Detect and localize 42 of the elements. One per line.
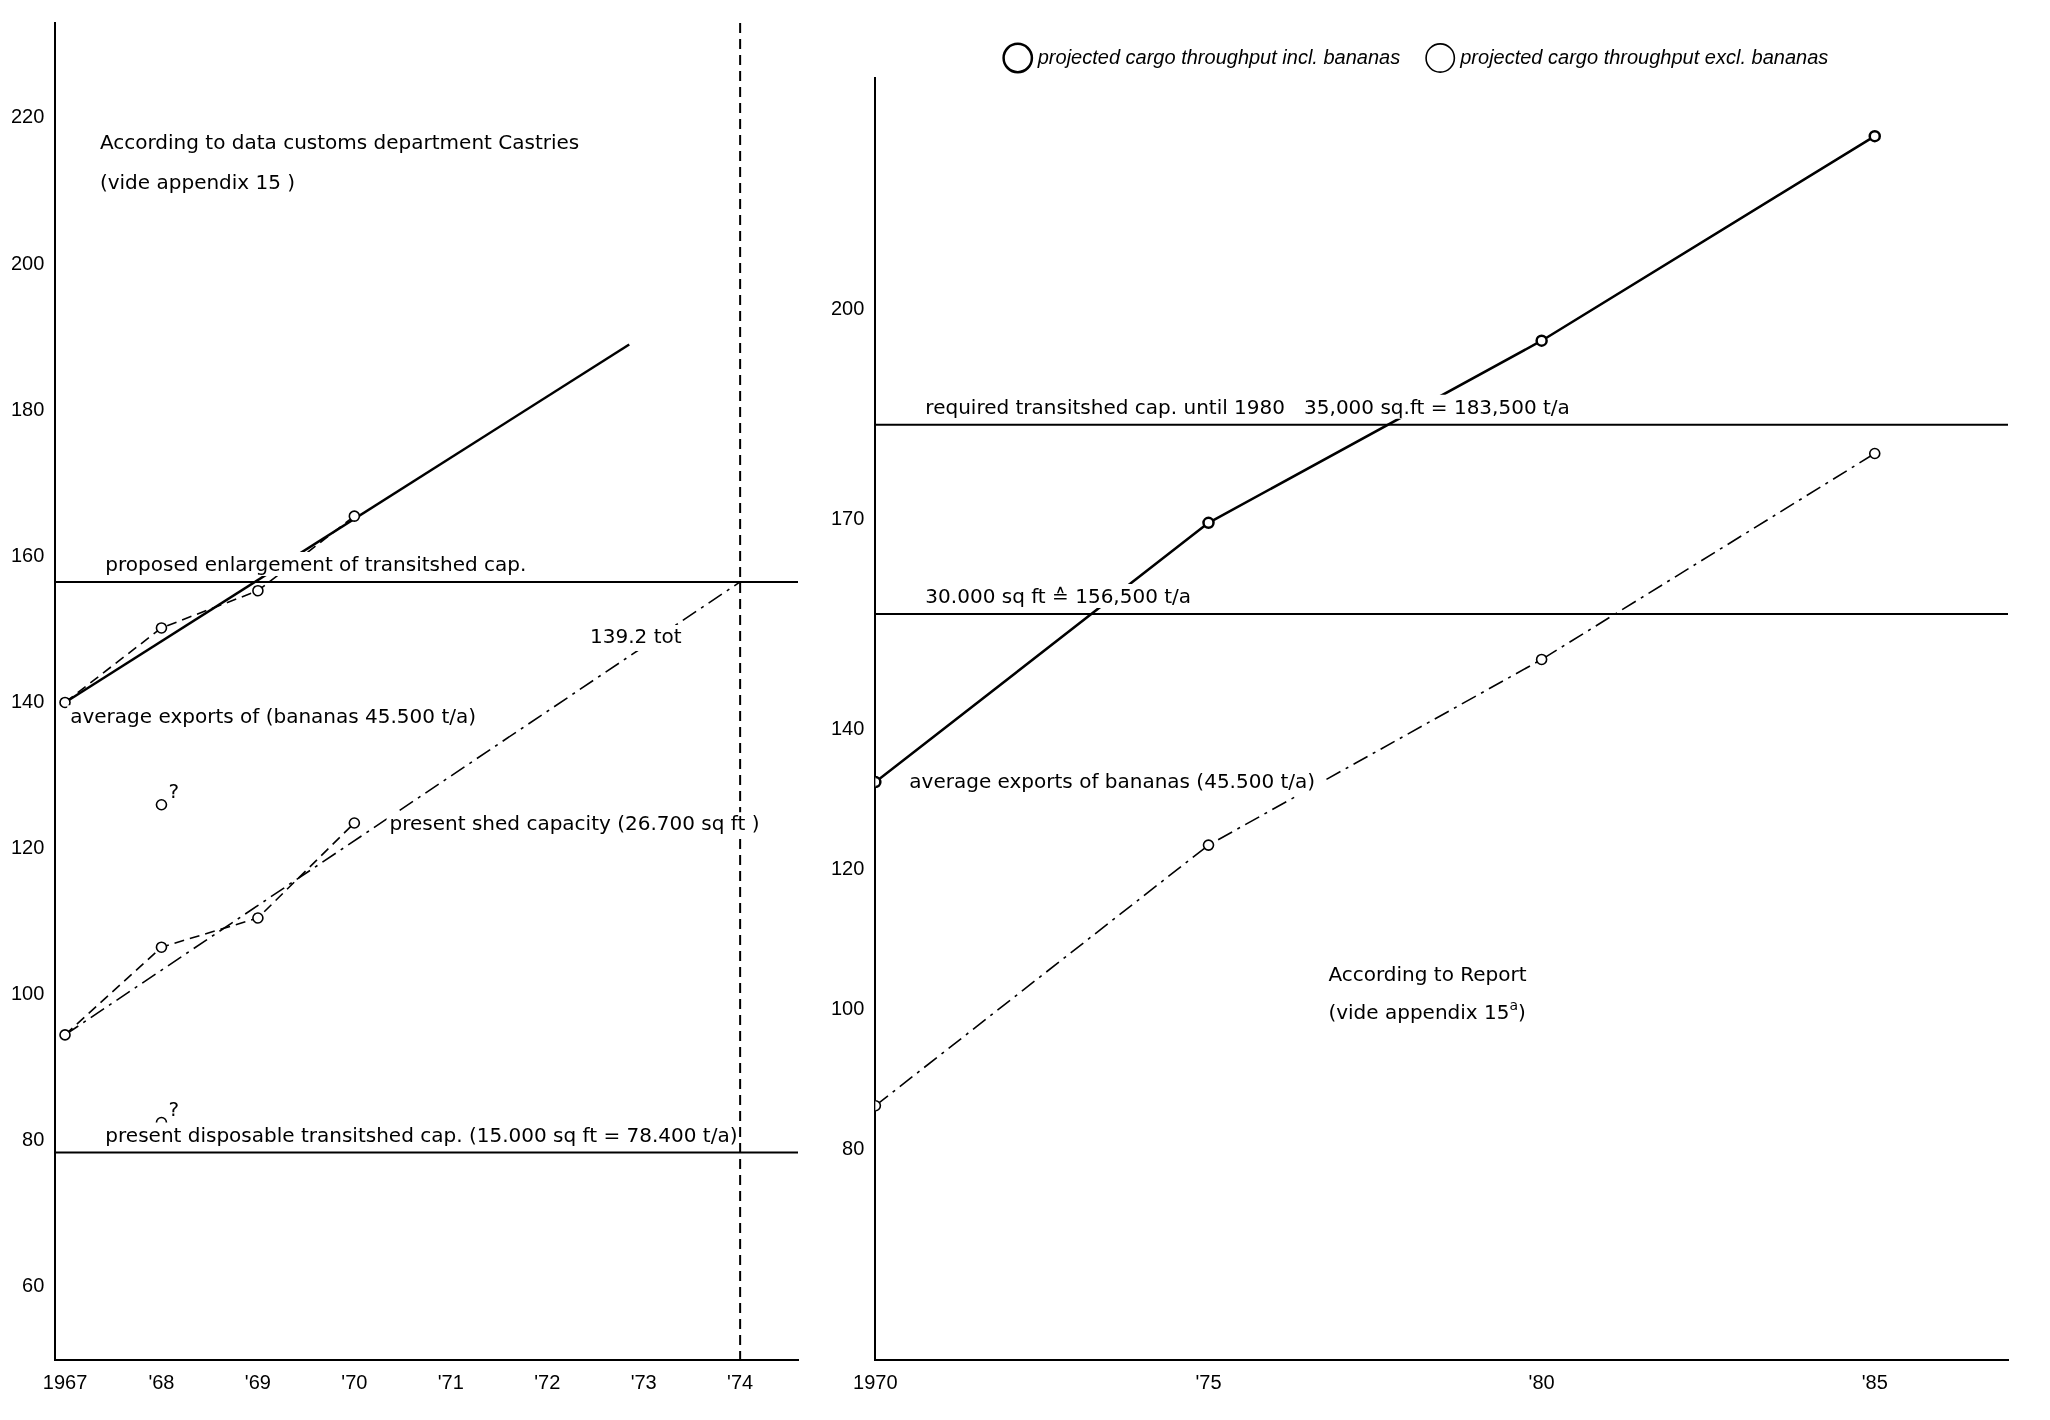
ref-line-label: present disposable transitshed cap. (15.000 sq ft = 78.400 t/a) — [105, 1122, 738, 1147]
x-tick-label: '71 — [437, 1370, 464, 1393]
y-tick-label: 160 — [10, 543, 45, 566]
x-tick-label: '74 — [727, 1370, 754, 1393]
legend-label: projected cargo throughput excl. bananas — [1459, 45, 1829, 68]
x-tick-label: '68 — [148, 1370, 175, 1393]
y-tick-label: 200 — [10, 251, 45, 274]
annotation: (vide appendix 15 ) — [99, 169, 296, 194]
ref-line-label: 30.000 sq ft ≙ 156,500 t/a — [925, 584, 1192, 609]
x-tick-label: '75 — [1195, 1370, 1222, 1393]
legend-label: projected cargo throughput incl. bananas — [1036, 45, 1401, 68]
y-tick-label: 200 — [830, 296, 865, 319]
x-tick-label: '69 — [244, 1370, 271, 1393]
y-tick-label: 100 — [830, 997, 865, 1020]
x-tick-label: '73 — [630, 1370, 657, 1393]
x-tick-label: 1967 — [42, 1370, 88, 1393]
x-tick-label: '85 — [1861, 1370, 1888, 1393]
annotation: According to data customs department Castries — [99, 129, 580, 154]
annotation: average exports of bananas (45.500 t/a) — [909, 769, 1316, 794]
x-tick-label: '70 — [341, 1370, 368, 1393]
y-tick-label: 220 — [10, 105, 45, 128]
ref-line-label: required transitshed cap. until 1980 35,000 sq.ft = 183,500 t/a — [925, 394, 1570, 419]
annotation: average exports of (bananas 45.500 t/a) — [70, 704, 477, 729]
y-tick-label: 180 — [10, 397, 45, 420]
y-tick-label: 140 — [10, 689, 45, 712]
data-label: ? — [168, 1096, 180, 1121]
data-label: ? — [168, 778, 180, 803]
y-tick-label: 170 — [830, 506, 865, 529]
y-tick-label: 140 — [830, 717, 865, 740]
x-tick-label: '72 — [534, 1370, 561, 1393]
y-tick-label: 100 — [10, 982, 45, 1005]
annotation: According to Report — [1328, 961, 1527, 986]
x-tick-label: '80 — [1528, 1370, 1555, 1393]
y-tick-label: 80 — [22, 1128, 45, 1151]
y-tick-label: 60 — [22, 1274, 45, 1297]
y-tick-label: 120 — [10, 836, 45, 859]
ref-line-label: proposed enlargement of transitshed cap. — [105, 552, 527, 577]
x-tick-label: 1970 — [853, 1370, 898, 1393]
annotation: 139.2 tot — [590, 624, 682, 649]
y-tick-label: 120 — [830, 857, 865, 880]
y-tick-label: 80 — [842, 1137, 865, 1160]
annotation: present shed capacity (26.700 sq ft ) — [389, 811, 760, 836]
